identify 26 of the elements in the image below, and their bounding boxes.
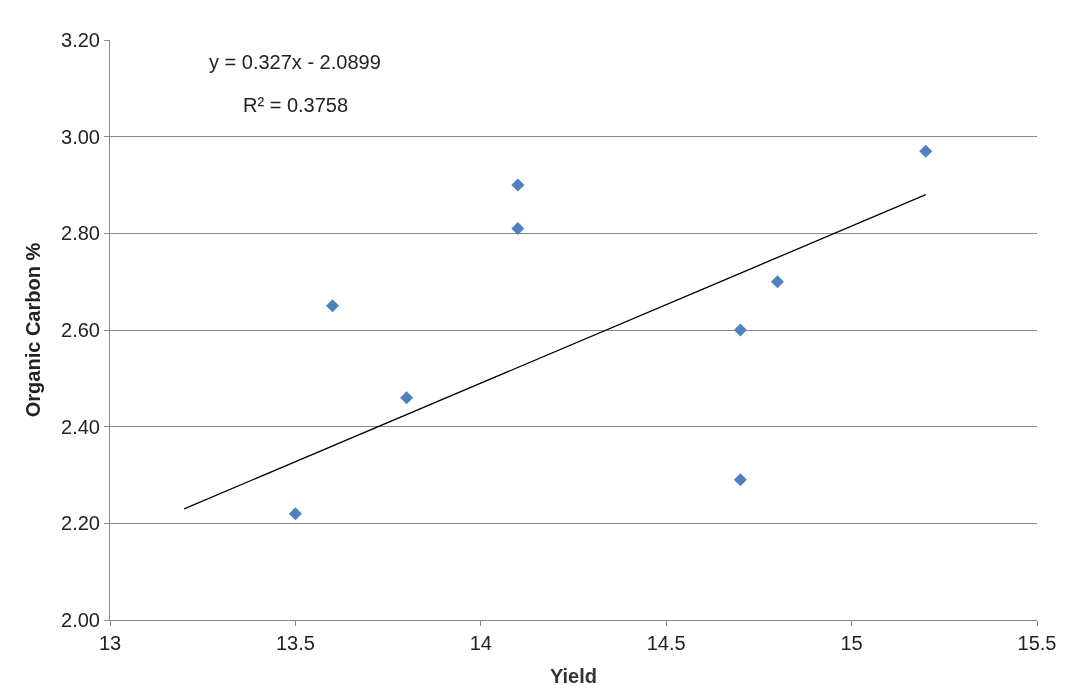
- point: [325, 299, 339, 313]
- x-tick-label: 13: [98, 632, 122, 654]
- annotation: y = 0.327x - 2.0899: [209, 51, 381, 73]
- y-tick-label: 2.20: [61, 512, 100, 535]
- annotation: R² = 0.3758: [243, 94, 349, 116]
- x-tick-label: 14: [469, 632, 492, 654]
- x-tick-label: 14.5: [646, 632, 686, 654]
- y-tick-label: 2.40: [61, 415, 100, 438]
- x-tick-label: 13.5: [275, 632, 315, 654]
- point: [770, 275, 784, 289]
- y-tick-label: 3.20: [61, 29, 100, 51]
- y-tick-label: 2.80: [61, 222, 100, 245]
- point: [919, 144, 933, 158]
- y-tick-label: 2.60: [61, 319, 100, 341]
- y-tick-label: 3.00: [61, 125, 100, 148]
- point: [511, 178, 525, 192]
- point: [288, 507, 302, 521]
- point: [511, 222, 525, 235]
- x-tick-label: 15.5: [1017, 632, 1057, 654]
- x-axis-title: Yield: [549, 664, 598, 687]
- y-tick-label: 2.00: [61, 609, 100, 631]
- point: [733, 323, 747, 337]
- point: [733, 473, 747, 487]
- y-axis-title: Organic Carbon %: [21, 242, 44, 418]
- point: [400, 391, 414, 405]
- x-tick-label: 15: [840, 632, 863, 654]
